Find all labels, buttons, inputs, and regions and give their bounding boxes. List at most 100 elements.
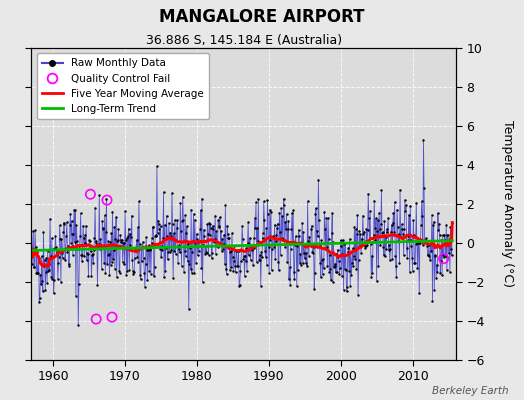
Point: [298, 220, 307, 226]
Point: [229, 268, 237, 274]
Point: [257, 249, 266, 256]
Point: [314, 176, 323, 183]
Point: [365, 215, 373, 221]
Point: [108, 259, 116, 265]
Point: [345, 236, 354, 242]
Point: [300, 255, 309, 262]
Point: [64, 261, 73, 268]
Point: [75, 280, 83, 287]
Point: [43, 280, 51, 286]
Point: [204, 252, 213, 258]
Point: [130, 269, 138, 276]
Point: [180, 248, 189, 254]
Point: [97, 242, 105, 249]
Point: [32, 249, 41, 255]
Point: [254, 196, 263, 203]
Legend: Raw Monthly Data, Quality Control Fail, Five Year Moving Average, Long-Term Tren: Raw Monthly Data, Quality Control Fail, …: [37, 53, 209, 119]
Point: [131, 246, 139, 252]
Point: [159, 235, 167, 241]
Point: [430, 219, 438, 225]
Point: [431, 253, 440, 259]
Point: [246, 257, 255, 263]
Point: [368, 252, 376, 259]
Point: [361, 243, 369, 250]
Point: [70, 207, 78, 213]
Point: [225, 248, 234, 255]
Point: [357, 250, 365, 256]
Point: [221, 202, 230, 208]
Point: [66, 210, 74, 217]
Point: [156, 223, 165, 229]
Point: [135, 198, 143, 205]
Point: [176, 249, 184, 256]
Point: [269, 233, 278, 240]
Point: [247, 244, 255, 250]
Point: [406, 202, 414, 209]
Point: [412, 200, 420, 206]
Point: [222, 266, 230, 272]
Point: [110, 247, 118, 253]
Point: [253, 224, 261, 231]
Point: [134, 224, 142, 230]
Point: [126, 230, 134, 237]
Point: [136, 272, 144, 278]
Point: [263, 262, 271, 268]
Point: [331, 261, 339, 267]
Point: [154, 218, 162, 224]
Point: [298, 241, 306, 248]
Point: [400, 226, 408, 232]
Point: [149, 224, 158, 230]
Point: [124, 232, 132, 239]
Point: [367, 274, 375, 280]
Point: [389, 219, 397, 226]
Point: [414, 240, 422, 246]
Point: [177, 262, 185, 269]
Point: [304, 252, 313, 259]
Point: [121, 208, 129, 214]
Point: [423, 252, 432, 258]
Point: [230, 243, 238, 249]
Point: [413, 239, 421, 246]
Point: [383, 226, 391, 232]
Point: [333, 269, 341, 275]
Point: [132, 236, 140, 243]
Point: [364, 190, 373, 197]
Point: [108, 314, 116, 320]
Point: [64, 242, 72, 249]
Point: [311, 210, 320, 217]
Point: [447, 252, 456, 258]
Point: [354, 256, 363, 263]
Point: [321, 244, 330, 251]
Point: [428, 298, 436, 304]
Point: [146, 246, 154, 252]
Point: [214, 223, 223, 230]
Point: [250, 215, 259, 221]
Point: [219, 246, 227, 252]
Point: [433, 269, 441, 275]
Point: [179, 216, 188, 223]
Point: [398, 221, 406, 228]
Point: [173, 217, 181, 224]
Point: [426, 256, 434, 263]
Point: [270, 243, 278, 250]
Point: [138, 258, 146, 264]
Point: [140, 270, 148, 276]
Point: [152, 232, 160, 238]
Point: [401, 208, 410, 214]
Point: [93, 282, 102, 288]
Point: [230, 258, 238, 264]
Point: [291, 233, 300, 239]
Point: [429, 222, 437, 228]
Point: [238, 236, 247, 242]
Point: [399, 252, 408, 258]
Point: [69, 252, 77, 258]
Point: [180, 269, 188, 275]
Point: [432, 262, 441, 268]
Point: [309, 244, 318, 250]
Point: [150, 264, 159, 270]
Point: [435, 220, 443, 227]
Point: [28, 245, 37, 252]
Point: [100, 260, 108, 266]
Point: [74, 322, 82, 328]
Point: [338, 250, 346, 257]
